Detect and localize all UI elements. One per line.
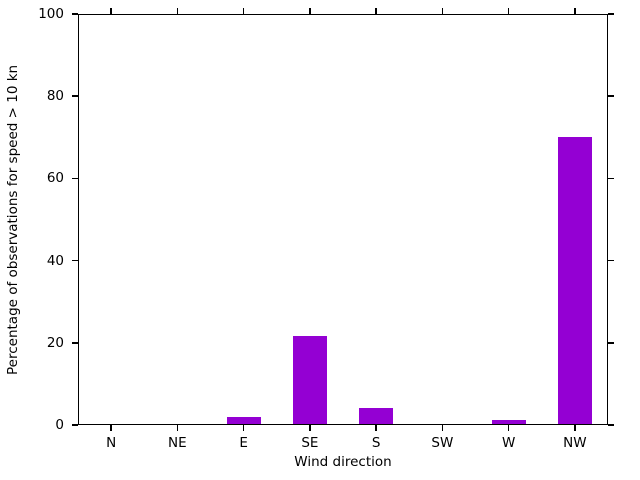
- y-tick-left: [72, 13, 78, 15]
- x-tick-label: NE: [168, 435, 187, 451]
- y-tick-right: [608, 259, 614, 262]
- x-tick-top: [242, 8, 245, 14]
- y-tick-label: 80: [46, 88, 64, 105]
- y-tick-label: 100: [38, 6, 64, 22]
- x-tick-bottom: [574, 425, 576, 431]
- plot-area: [78, 14, 608, 425]
- x-tick-top: [309, 8, 311, 14]
- x-tick-top: [110, 8, 112, 14]
- y-tick-left: [72, 177, 78, 180]
- x-tick-top: [441, 8, 444, 14]
- x-tick-label: S: [371, 435, 381, 451]
- y-tick-label: 60: [46, 170, 64, 187]
- x-tick-bottom: [110, 425, 112, 431]
- x-tick-bottom: [441, 425, 444, 431]
- y-tick-right: [608, 13, 614, 15]
- y-tick-left: [72, 95, 78, 97]
- x-tick-label: W: [501, 435, 516, 451]
- x-tick-bottom: [375, 425, 377, 431]
- bar-SE: [292, 335, 327, 425]
- y-axis-title: Percentage of observations for speed > 1…: [5, 64, 21, 375]
- y-tick-right: [608, 95, 614, 97]
- y-tick-right: [608, 424, 614, 426]
- x-tick-label: SE: [301, 435, 319, 451]
- x-tick-top: [176, 8, 179, 14]
- x-tick-top: [507, 8, 510, 14]
- x-tick-bottom: [176, 425, 179, 431]
- x-axis-title: Wind direction: [294, 454, 392, 470]
- bar-S: [359, 407, 393, 425]
- y-tick-left: [72, 424, 78, 426]
- x-tick-label: NW: [563, 435, 587, 451]
- bar-NW: [557, 136, 592, 425]
- x-tick-label: SW: [431, 435, 454, 451]
- x-tick-top: [375, 8, 377, 14]
- y-tick-label: 40: [46, 252, 64, 269]
- y-tick-label: 0: [55, 417, 64, 433]
- x-tick-bottom: [309, 425, 311, 431]
- y-tick-left: [72, 342, 78, 344]
- y-tick-left: [72, 259, 78, 262]
- x-tick-bottom: [507, 425, 510, 431]
- x-tick-bottom: [242, 425, 245, 431]
- x-tick-label: E: [239, 435, 248, 451]
- x-tick-top: [574, 8, 576, 14]
- bar-E: [226, 417, 261, 425]
- bar-W: [491, 420, 526, 425]
- y-tick-right: [608, 342, 614, 344]
- y-tick-right: [608, 177, 614, 180]
- x-tick-label: N: [106, 435, 117, 451]
- y-tick-label: 20: [46, 334, 64, 351]
